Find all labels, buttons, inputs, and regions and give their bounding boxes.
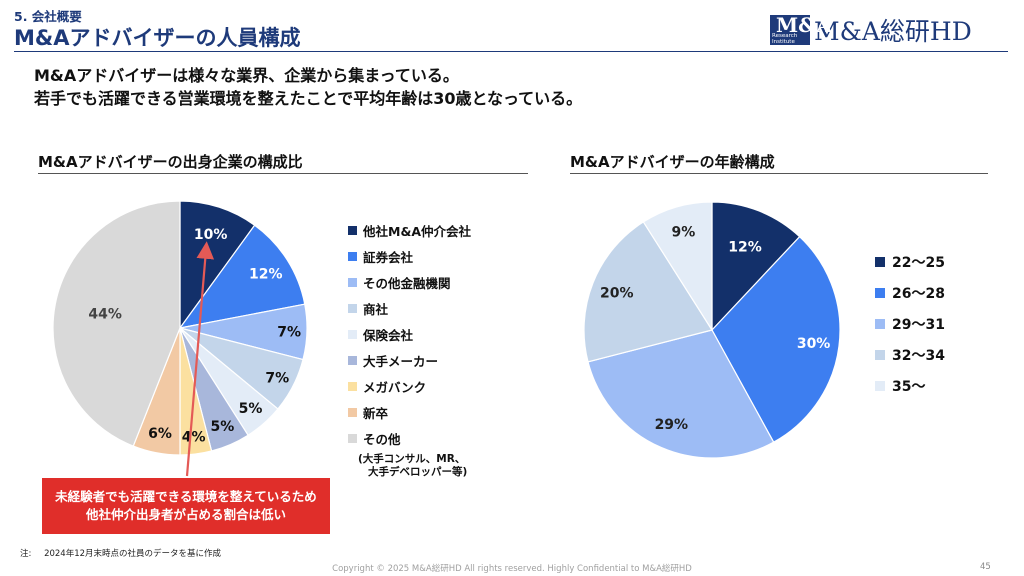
- legend-label: 商社: [363, 301, 389, 317]
- age-legend-item: 22～25: [875, 246, 945, 277]
- origin-pie-chart: 10%12%7%7%5%5%4%6%44%: [52, 200, 308, 456]
- legend-swatch: [348, 251, 357, 261]
- logo-mark: M&A Research Institute: [770, 13, 832, 45]
- legend-label: 35～: [892, 378, 926, 395]
- legend-note-line-1: (大手コンサル、MR、: [358, 453, 466, 465]
- origin-label-8: 6%: [148, 426, 172, 442]
- company-logo: M&A Research Institute M&A総研HD: [770, 12, 972, 48]
- chart1-legend: 他社M&A仲介会社 証券会社その他金融機関 商社保険会社大手メーカー メガバンク新卒そ…: [348, 217, 471, 479]
- origin-legend-item: メガバンク: [348, 373, 471, 399]
- age-label-5: 9%: [672, 225, 696, 241]
- age-label-4: 20%: [600, 285, 634, 301]
- legend-swatch: [348, 277, 357, 287]
- legend-swatch: [348, 303, 357, 313]
- legend-label: 大手メーカー: [363, 353, 439, 369]
- age-slice-3: [587, 329, 775, 459]
- page-title: M&Aアドバイザーの人員構成: [14, 26, 301, 50]
- origin-slice-1: [179, 200, 256, 330]
- origin-label-7: 4%: [182, 429, 206, 445]
- legend-swatch: [348, 225, 357, 235]
- chart2-title: M&Aアドバイザーの年齢構成: [570, 153, 775, 171]
- origin-legend-item: その他金融機関: [348, 269, 471, 295]
- legend-swatch: [348, 407, 357, 417]
- origin-legend-item: 商社: [348, 295, 471, 321]
- logo-mark-text: M&A: [776, 13, 832, 37]
- origin-label-3: 7%: [277, 324, 301, 340]
- age-slice-4: [583, 221, 713, 363]
- age-label-2: 30%: [797, 336, 831, 352]
- legend-swatch: [348, 329, 357, 339]
- age-legend-item: 29～31: [875, 308, 945, 339]
- age-legend-item: 35～: [875, 370, 945, 401]
- chart2-legend: 22～25 26～28 29～31 32～34 35～: [875, 246, 945, 401]
- legend-label: 保険会社: [363, 327, 414, 343]
- callout-arrow: [185, 241, 215, 477]
- legend-label: その他金融機関: [363, 275, 451, 291]
- chart2-title-rule: [570, 173, 988, 174]
- legend-swatch: [875, 256, 885, 267]
- age-label-1: 12%: [728, 240, 762, 256]
- callout-line-1: 未経験者でも活躍できる環境を整えているため: [55, 489, 317, 504]
- chart1-title-rule: [38, 173, 528, 174]
- origin-label-2: 12%: [249, 267, 283, 283]
- origin-label-4: 7%: [265, 371, 289, 387]
- page-number: 45: [980, 562, 991, 572]
- age-slice-5: [642, 201, 713, 333]
- legend-swatch: [875, 349, 885, 360]
- origin-legend-item: 大手メーカー: [348, 347, 471, 373]
- origin-slice-2: [178, 224, 306, 329]
- legend-swatch: [875, 318, 885, 329]
- legend-swatch: [348, 381, 357, 391]
- legend-swatch: [348, 355, 357, 365]
- lead-line-2: 若手でも活躍できる営業環境を整えたことで平均年齢は30歳となっている。: [34, 89, 583, 108]
- origin-legend-item: 証券会社: [348, 243, 471, 269]
- origin-legend-item: 保険会社: [348, 321, 471, 347]
- callout-box: 未経験者でも活躍できる環境を整えているため 他社仲介出身者が占める割合は低い: [42, 478, 330, 534]
- age-legend-item: 32～34: [875, 339, 945, 370]
- copyright-footer: Copyright © 2025 M&A総研HD All rights rese…: [332, 564, 692, 574]
- legend-label: メガバンク: [363, 379, 427, 395]
- section-label: 5. 会社概要: [14, 9, 82, 24]
- legend-label: 証券会社: [363, 249, 414, 265]
- origin-label-1: 10%: [194, 227, 228, 243]
- legend-label: 26～28: [892, 285, 945, 302]
- legend-swatch: [875, 287, 885, 298]
- legend-label: 他社M&A仲介会社: [363, 223, 472, 239]
- legend-other-note: (大手コンサル、MR、 大手デベロッパー等): [358, 453, 471, 479]
- footnote-text: 2024年12月末時点の社員のデータを基に作成: [44, 549, 222, 559]
- age-legend-item: 26～28: [875, 277, 945, 308]
- footnote: 注: 2024年12月末時点の社員のデータを基に作成: [20, 547, 231, 559]
- legend-label: 22～25: [892, 254, 945, 271]
- origin-label-5: 5%: [239, 401, 263, 417]
- origin-legend-item: 新卒: [348, 399, 471, 425]
- lead-line-1: M&Aアドバイザーは様々な業界、企業から集まっている。: [34, 66, 459, 85]
- origin-legend-item: 他社M&A仲介会社: [348, 217, 471, 243]
- legend-label: 32～34: [892, 347, 945, 364]
- callout-line-2: 他社仲介出身者が占める割合は低い: [85, 507, 286, 522]
- logo-text: M&A総研HD: [814, 17, 972, 46]
- legend-swatch: [348, 433, 357, 443]
- origin-legend-item: その他: [348, 425, 471, 451]
- legend-note-line-2: 大手デベロッパー等): [368, 466, 468, 478]
- footnote-label: 注:: [20, 549, 32, 559]
- legend-label: 新卒: [363, 405, 389, 421]
- age-slice-1: [711, 201, 801, 332]
- legend-label: その他: [363, 431, 401, 447]
- origin-slice-9: [52, 200, 181, 447]
- chart1-title: M&Aアドバイザーの出身企業の構成比: [38, 153, 303, 171]
- legend-label: 29～31: [892, 316, 945, 333]
- title-divider: [14, 51, 1008, 52]
- age-label-3: 29%: [655, 417, 689, 433]
- age-pie-chart: 12% 30% 29% 20% 9%: [583, 201, 841, 459]
- legend-swatch: [875, 380, 885, 391]
- logo-sub-2: Institute: [772, 39, 795, 45]
- origin-label-9: 44%: [88, 307, 122, 323]
- age-slice-2: [711, 235, 841, 443]
- origin-label-6: 5%: [210, 419, 234, 435]
- lead-text: M&Aアドバイザーは様々な業界、企業から集まっている。 若手でも活躍できる営業環…: [34, 64, 582, 110]
- logo-sub-1: Research: [772, 33, 798, 39]
